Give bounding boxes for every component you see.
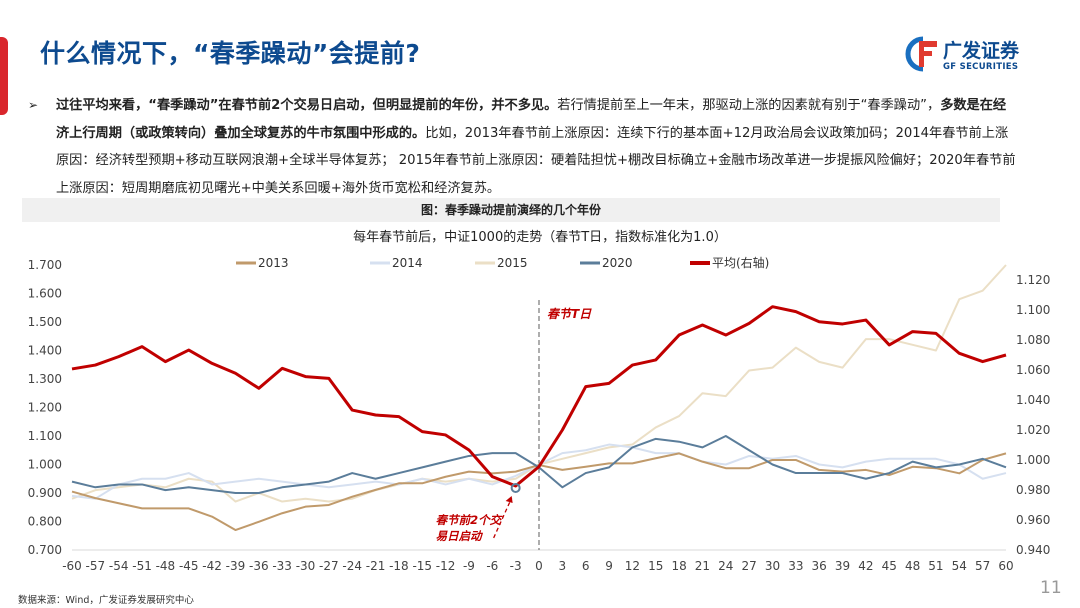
x-tick-label: 54 [952,559,967,573]
y-left-tick-label: 0.900 [28,486,62,500]
figure-caption: 图：春季躁动提前演绎的几个年份 [22,198,1000,222]
x-tick-label: 0 [535,559,543,573]
chart-title: 每年春节前后，中证1000的走势（春节T日，指数标准化为1.0） [353,230,727,245]
y-left-tick-label: 1.400 [28,344,62,358]
text-1: 若行情提前至上一年末，那驱动上涨的因素就有别于“春季躁动”， [557,98,941,113]
x-tick-label: -24 [342,559,362,573]
page-title: 什么情况下，“春季躁动”会提前? [40,39,421,68]
x-tick-label: 39 [835,559,850,573]
legend-label: 2020 [602,256,633,270]
x-tick-label: -33 [272,559,292,573]
legend-label: 2014 [392,256,423,270]
start-annotation-line2: 易日启动 [436,529,483,543]
x-tick-label: -30 [296,559,316,573]
x-tick-label: -9 [463,559,475,573]
page-number: 11 [1040,578,1062,598]
text-2: 比如，2013年春节前上涨原因：连续下行的基本面+12月政治局会议政策加码；20… [56,125,1016,196]
y-right-tick-label: 0.960 [1016,513,1050,527]
x-tick-label: -12 [436,559,456,573]
x-tick-label: 30 [765,559,780,573]
x-tick-label: 3 [559,559,567,573]
start-annotation-line1: 春节前2个交 [436,513,504,527]
key-point-1: 过往平均来看，“春季躁动”在春节前2个交易日启动，但明显提前的年份，并不多见。 [56,98,558,113]
t-day-label: 春节T日 [547,307,592,321]
x-tick-label: -45 [179,559,199,573]
data-source: 数据来源：Wind，广发证券发展研究中心 [18,595,194,606]
legend-label: 2013 [258,256,289,270]
y-left-tick-label: 0.800 [28,515,62,529]
x-tick-label: -3 [510,559,522,573]
x-tick-label: 18 [671,559,686,573]
y-right-tick-label: 1.000 [1016,453,1050,467]
y-right-tick-label: 1.100 [1016,303,1050,317]
x-tick-label: -60 [62,559,82,573]
x-tick-label: 45 [882,559,897,573]
y-right-tick-label: 1.080 [1016,333,1050,347]
x-tick-label: -54 [109,559,129,573]
x-tick-label: 51 [928,559,943,573]
x-tick-label: -6 [486,559,498,573]
y-left-tick-label: 1.700 [28,258,62,272]
x-tick-label: -15 [412,559,432,573]
key-point-2: 多数是在经济上行周期（或政策转向）叠加全球复苏的牛市氛围中形成的。 [56,98,1007,141]
start-point-marker [510,482,521,493]
x-tick-label: 27 [742,559,757,573]
x-tick-label: -21 [366,559,386,573]
x-tick-label: -36 [249,559,269,573]
legend-label: 平均(右轴) [712,255,769,270]
y-left-tick-label: 1.300 [28,372,62,386]
x-tick-label: 24 [718,559,733,573]
x-tick-label: -57 [86,559,106,573]
x-tick-label: 42 [858,559,873,573]
y-left-tick-label: 1.500 [28,315,62,329]
y-left-tick-label: 1.200 [28,401,62,415]
summary-paragraph: ➢ 过往平均来看，“春季躁动”在春节前2个交易日启动，但明显提前的年份，并不多见… [28,92,1018,202]
x-tick-label: 21 [695,559,710,573]
x-tick-label: 60 [998,559,1013,573]
y-right-tick-label: 0.940 [1016,543,1050,557]
y-left-tick-label: 1.000 [28,458,62,472]
y-left-tick-label: 1.600 [28,287,62,301]
logo-text-cn: 广发证券 [943,40,1020,62]
x-tick-label: 12 [625,559,640,573]
x-tick-label: -18 [389,559,409,573]
logo-mark-icon [905,36,937,72]
arrow-head-icon [505,495,513,503]
annotation-arrow-line [493,497,513,539]
x-tick-label: -39 [226,559,246,573]
y-left-tick-label: 0.700 [28,543,62,557]
y-right-tick-label: 1.020 [1016,423,1050,437]
x-tick-label: 6 [582,559,590,573]
bullet-arrow-icon: ➢ [28,98,39,112]
x-tick-label: 48 [905,559,920,573]
x-tick-label: -48 [156,559,176,573]
logo-text-en: GF SECURITIES [943,62,1019,72]
x-tick-label: -42 [202,559,222,573]
x-tick-label: 9 [605,559,613,573]
y-right-tick-label: 1.060 [1016,363,1050,377]
y-right-tick-label: 0.980 [1016,483,1050,497]
y-left-tick-label: 1.100 [28,429,62,443]
x-tick-label: 36 [812,559,827,573]
x-tick-label: 57 [975,559,990,573]
company-logo: 广发证券 GF SECURITIES [905,36,1045,76]
legend-label: 2015 [497,256,528,270]
x-tick-label: 15 [648,559,663,573]
x-tick-label: -27 [319,559,339,573]
y-right-tick-label: 1.040 [1016,393,1050,407]
x-tick-label: 33 [788,559,803,573]
series-line- [71,305,1007,488]
accent-bar [0,37,8,115]
x-tick-label: -51 [132,559,152,573]
y-right-tick-label: 1.120 [1016,273,1050,287]
